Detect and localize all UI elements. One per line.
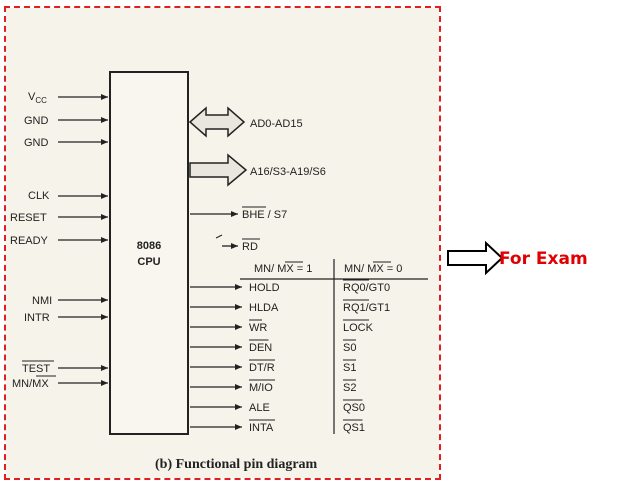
min-mode-label: M/IO bbox=[249, 382, 273, 394]
min-mode-label: ALE bbox=[249, 402, 270, 414]
pin-label-mn-mx: MN/MX bbox=[12, 378, 49, 390]
bus-pin-a16: A16/S3-A19/S6 bbox=[189, 153, 326, 187]
pin-label-reset: RESET bbox=[10, 212, 47, 224]
pin-label-ready: READY bbox=[10, 235, 49, 247]
min-mode-label: WR bbox=[249, 322, 267, 334]
pin-label-test: TEST bbox=[22, 363, 50, 375]
annotation-arrow-icon bbox=[447, 240, 504, 276]
bus-pin-ad: AD0-AD15 bbox=[188, 106, 303, 138]
pin-label-gnd-1: GND bbox=[24, 115, 49, 127]
max-mode-label: RQ1/GT1 bbox=[343, 302, 390, 314]
output-bus-arrow bbox=[189, 153, 248, 187]
mode-row: INTA QS1 bbox=[190, 419, 365, 434]
min-mode-label: DT/R bbox=[249, 362, 275, 374]
min-mode-label: HLDA bbox=[249, 302, 279, 314]
dashed-frame bbox=[4, 6, 441, 480]
pin-bhe: BHE / S7 bbox=[190, 206, 287, 221]
left-pin-clk: CLK bbox=[28, 190, 108, 202]
cpu-chip bbox=[109, 71, 189, 435]
mode-row: DEN S0 bbox=[190, 339, 356, 354]
max-mode-label: QS1 bbox=[343, 422, 365, 434]
left-pin-intr: INTR bbox=[24, 312, 108, 324]
mode-row: ALE QS0 bbox=[190, 399, 365, 414]
header-max-mode: MN/ MX = 0 bbox=[344, 263, 402, 275]
pin-label-clk: CLK bbox=[28, 190, 50, 202]
mode-row: M/IO S2 bbox=[190, 379, 356, 394]
min-mode-label: DEN bbox=[249, 342, 272, 354]
mode-row: WR LOCK bbox=[190, 319, 374, 334]
left-pin-vcc: VCC bbox=[28, 91, 108, 105]
pin-label-gnd-2: GND bbox=[24, 137, 49, 149]
left-pin-test: TEST bbox=[22, 360, 108, 375]
pin-label-intr: INTR bbox=[24, 312, 50, 324]
max-mode-label: RQ0/GT0 bbox=[343, 282, 390, 294]
left-pin-gnd-1: GND bbox=[24, 115, 108, 127]
pin-rd: RD bbox=[215, 234, 260, 253]
left-pin-nmi: NMI bbox=[32, 295, 108, 307]
mode-rows: HOLD RQ0/GT0 HLDA RQ1/GT1 WR LOCK DEN S0 DT/R S1 M… bbox=[190, 279, 390, 434]
bus-label-ad: AD0-AD15 bbox=[250, 118, 303, 130]
bidirectional-bus-arrow bbox=[188, 106, 246, 138]
max-mode-label: S0 bbox=[343, 342, 356, 354]
header-min-mode: MN/ MX = 1 bbox=[254, 263, 312, 275]
pin-label-nmi: NMI bbox=[32, 295, 52, 307]
chip-label-line1: 8086 bbox=[137, 240, 161, 252]
min-mode-label: INTA bbox=[249, 422, 274, 434]
scanned-page bbox=[6, 8, 439, 478]
mode-row: HOLD RQ0/GT0 bbox=[190, 279, 390, 294]
pin-label-bhe: BHE / S7 bbox=[242, 209, 287, 221]
pin-label-vcc: VCC bbox=[28, 91, 47, 105]
left-pin-gnd-2: GND bbox=[24, 137, 108, 149]
max-mode-label: QS0 bbox=[343, 402, 365, 414]
min-mode-label: HOLD bbox=[249, 282, 280, 294]
max-mode-label: S1 bbox=[343, 362, 356, 374]
figure-caption: (b) Functional pin diagram bbox=[155, 457, 318, 472]
left-pin-mn-mx: MN/MX bbox=[12, 375, 108, 390]
max-mode-label: LOCK bbox=[343, 322, 374, 334]
left-pin-reset: RESET bbox=[10, 212, 108, 224]
mode-table: MN/ MX = 1 MN/ MX = 0 bbox=[240, 259, 428, 434]
mode-row: DT/R S1 bbox=[190, 359, 356, 374]
for-exam-note: For Exam bbox=[499, 249, 588, 269]
mode-row: HLDA RQ1/GT1 bbox=[190, 299, 390, 314]
bus-label-a16: A16/S3-A19/S6 bbox=[250, 166, 326, 178]
pin-label-rd: RD bbox=[242, 241, 258, 253]
left-pin-group: VCC GND GND CLK RESET READY NMI INTR bbox=[10, 91, 108, 390]
max-mode-label: S2 bbox=[343, 382, 356, 394]
chip-label-line2: CPU bbox=[137, 256, 160, 268]
left-pin-ready: READY bbox=[10, 235, 108, 247]
